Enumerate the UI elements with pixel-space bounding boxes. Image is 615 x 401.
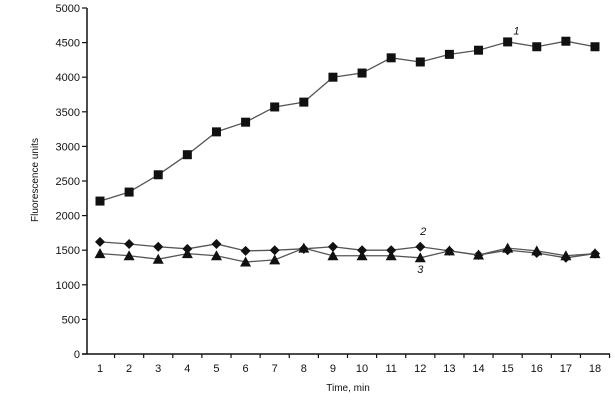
- x-tick-label: 5: [213, 363, 219, 375]
- diamond-marker: [357, 245, 368, 256]
- square-marker: [561, 36, 571, 46]
- square-marker: [444, 49, 454, 59]
- y-axis: 0 500 1000 1500 2000 2500 3000 3500 4000 4500 5000: [56, 3, 88, 361]
- y-tick-label: 0: [74, 349, 80, 361]
- y-tick-label: 500: [62, 314, 80, 326]
- x-tick-label: 2: [126, 363, 132, 375]
- triangle-marker: [269, 254, 281, 265]
- diamond-marker: [153, 241, 164, 252]
- x-tick-label: 3: [155, 363, 161, 375]
- x-tick-label: 6: [243, 363, 249, 375]
- x-tick-label: 1: [97, 363, 103, 375]
- triangle-marker: [560, 250, 572, 261]
- y-tick-label: 1000: [56, 280, 80, 292]
- square-marker: [532, 42, 542, 52]
- triangle-marker: [414, 252, 426, 263]
- triangle-marker: [327, 250, 339, 261]
- diamond-marker: [415, 241, 426, 252]
- x-tick-label: 8: [301, 363, 307, 375]
- series-label-1: 1: [513, 25, 519, 37]
- triangle-marker: [443, 245, 455, 256]
- y-tick-label: 1500: [56, 245, 80, 257]
- x-tick-label: 13: [443, 363, 455, 375]
- series-3: 3: [94, 242, 601, 276]
- series-label-2: 2: [419, 226, 426, 238]
- series-1: 1: [95, 25, 600, 206]
- x-tick-label: 12: [414, 363, 426, 375]
- square-marker: [241, 117, 251, 127]
- x-tick-label: 9: [330, 363, 336, 375]
- triangle-marker: [181, 248, 193, 259]
- triangle-marker: [502, 242, 514, 253]
- x-axis: 1 2 3 4 5 6 7 8 9 10 11 12 13 14 15 16 17 18: [82, 353, 611, 375]
- diamond-marker: [211, 238, 222, 249]
- x-tick-label: 10: [356, 363, 368, 375]
- square-marker: [415, 57, 425, 67]
- plot-area: 1 2 3: [94, 25, 601, 276]
- triangle-marker: [473, 249, 485, 260]
- square-marker: [386, 53, 396, 63]
- diamond-marker: [269, 245, 280, 256]
- diamond-marker: [95, 236, 105, 247]
- diamond-marker: [124, 238, 135, 249]
- square-marker: [299, 97, 309, 107]
- x-tick-label: 14: [472, 363, 484, 375]
- y-tick-label: 5000: [56, 3, 80, 15]
- x-tick-label: 17: [560, 363, 572, 375]
- square-marker: [590, 42, 600, 52]
- triangle-marker: [210, 250, 222, 261]
- y-tick-label: 4500: [56, 38, 80, 50]
- square-marker: [357, 68, 367, 78]
- diamond-marker: [386, 245, 397, 256]
- x-tick-label: 4: [184, 363, 190, 375]
- y-tick-label: 4000: [56, 72, 80, 84]
- triangle-marker: [531, 245, 543, 256]
- triangle-marker: [123, 250, 135, 261]
- diamond-marker: [240, 245, 251, 256]
- x-tick-label: 18: [589, 363, 601, 375]
- y-tick-label: 2500: [56, 176, 80, 188]
- square-marker: [328, 72, 338, 82]
- triangle-marker: [298, 242, 310, 253]
- triangle-marker: [589, 248, 601, 259]
- triangle-marker: [152, 253, 164, 264]
- square-marker: [124, 187, 134, 197]
- x-tick-label: 11: [385, 363, 396, 375]
- square-marker: [153, 170, 163, 180]
- x-tick-label: 16: [531, 363, 543, 375]
- triangle-marker: [94, 248, 106, 259]
- y-tick-label: 3500: [56, 107, 80, 119]
- square-marker: [211, 127, 221, 137]
- x-tick-label: 7: [272, 363, 278, 375]
- diamond-marker: [327, 241, 338, 252]
- triangle-marker: [385, 250, 397, 261]
- triangle-marker: [240, 256, 252, 267]
- series-label-3: 3: [417, 264, 424, 276]
- square-marker: [474, 45, 484, 55]
- square-marker: [95, 196, 105, 206]
- x-tick-label: 15: [502, 363, 514, 375]
- square-marker: [270, 102, 280, 112]
- triangle-marker: [356, 250, 368, 261]
- x-axis-title: Time, min: [326, 383, 370, 394]
- y-tick-label: 3000: [56, 141, 80, 153]
- square-marker: [182, 150, 192, 160]
- square-marker: [503, 37, 513, 47]
- y-axis-title: Fluorescence units: [30, 138, 41, 222]
- y-tick-label: 2000: [56, 211, 80, 223]
